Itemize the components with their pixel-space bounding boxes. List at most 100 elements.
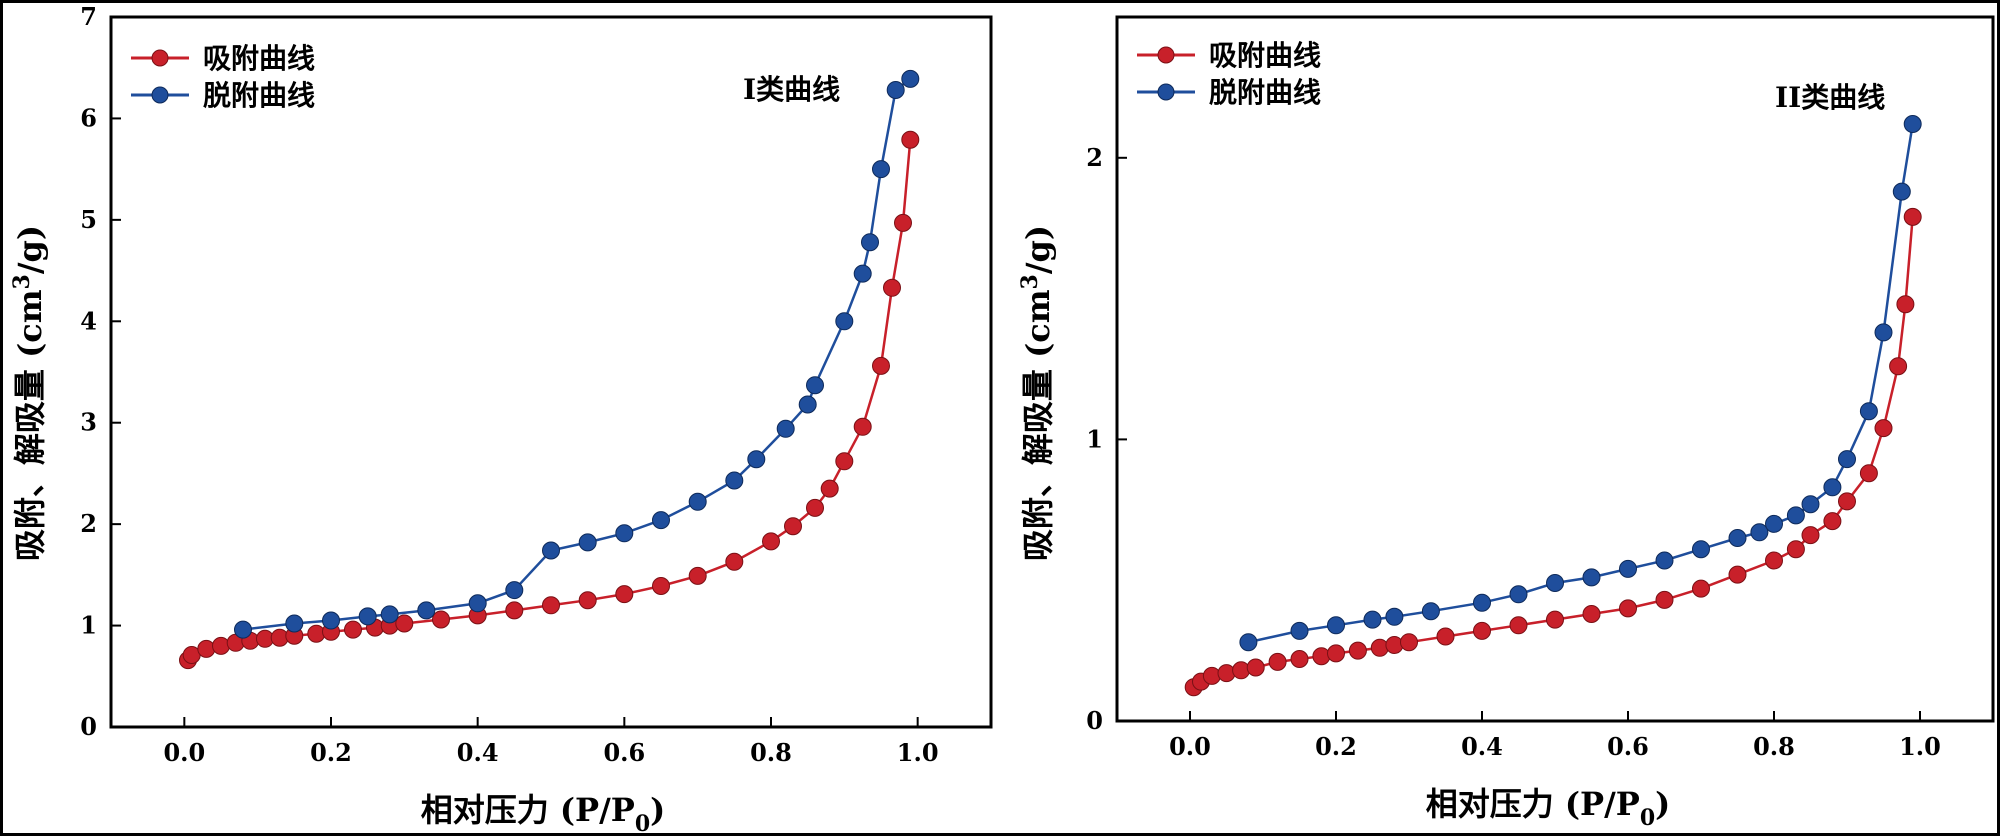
- data-point-desorption: [1239, 633, 1258, 652]
- data-point-desorption: [1655, 551, 1674, 570]
- data-point-adsorption: [1896, 295, 1915, 314]
- x-axis-title-suffix: ): [1655, 785, 1670, 823]
- data-point-adsorption: [1546, 610, 1564, 629]
- data-point-desorption: [505, 581, 524, 600]
- data-point-adsorption: [1232, 661, 1251, 680]
- data-point-adsorption: [578, 591, 597, 610]
- x-tick-label: 0.0: [1169, 732, 1211, 761]
- data-point-adsorption: [1582, 605, 1601, 623]
- data-point-desorption: [1801, 495, 1820, 514]
- x-axis-title: 相对压力 (P/P0): [421, 791, 666, 837]
- curve-type-annotation: I类曲线: [743, 73, 840, 106]
- data-point-desorption: [1363, 610, 1382, 629]
- y-axis-title-text: 吸附、解吸量 (cm3/g): [9, 225, 49, 561]
- figure-svg: 吸附、解吸量 (cm3/g) 相对压力 (P/P0) I类曲线 吸附曲线 脱附曲…: [9, 2, 1995, 837]
- data-point-adsorption: [432, 610, 450, 629]
- data-point-adsorption: [1400, 633, 1418, 652]
- data-point-desorption: [806, 376, 824, 395]
- data-point-desorption: [798, 395, 817, 414]
- legend-label-desorption: 脱附曲线: [203, 79, 315, 112]
- data-point-desorption: [1327, 616, 1345, 635]
- y-tick-label: 0: [80, 712, 97, 741]
- x-axis-title-suffix: ): [650, 791, 665, 829]
- data-point-adsorption: [1889, 357, 1908, 376]
- y-axis-title-main: 吸附、解吸量 (cm: [11, 289, 49, 561]
- legend-label-adsorption: 吸附曲线: [1209, 39, 1321, 72]
- data-point-desorption: [1765, 514, 1783, 533]
- data-point-adsorption: [784, 517, 802, 536]
- data-point-desorption: [1385, 607, 1404, 626]
- data-point-adsorption: [1859, 464, 1878, 483]
- data-point-adsorption: [901, 130, 920, 149]
- data-point-adsorption: [212, 636, 230, 655]
- data-point-desorption: [1473, 593, 1491, 612]
- data-point-adsorption: [1728, 565, 1747, 584]
- data-point-desorption: [688, 492, 707, 511]
- data-point-desorption: [285, 614, 304, 633]
- y-tick-label: 1: [80, 611, 97, 640]
- data-point-adsorption: [1823, 512, 1842, 531]
- data-point-adsorption: [1385, 636, 1404, 654]
- data-point-adsorption: [1655, 590, 1674, 609]
- data-point-desorption: [1786, 506, 1805, 525]
- x-tick-label: 0.8: [750, 738, 792, 767]
- data-point-adsorption: [197, 639, 216, 658]
- legend-label-desorption: 脱附曲线: [1209, 76, 1321, 109]
- data-point-adsorption: [806, 498, 824, 517]
- y-tick-label: 6: [80, 103, 97, 132]
- data-point-desorption: [652, 511, 670, 530]
- legend-marker-adsorption: [1157, 46, 1175, 64]
- data-point-desorption: [1582, 568, 1601, 587]
- data-point-desorption: [1290, 621, 1309, 640]
- data-point-desorption: [901, 69, 920, 88]
- y-axis-title-suffix: /g): [11, 225, 49, 274]
- data-point-adsorption: [542, 596, 560, 615]
- y-tick-label: 1: [1086, 424, 1103, 453]
- y-axis-title-main: 吸附、解吸量 (cm: [1019, 289, 1057, 561]
- legend-marker-desorption: [1157, 83, 1175, 101]
- data-point-desorption: [322, 611, 340, 630]
- data-point-adsorption: [1290, 650, 1309, 668]
- x-axis-title: 相对压力 (P/P0): [1426, 785, 1671, 831]
- data-point-adsorption: [1765, 551, 1783, 570]
- legend: 吸附曲线 脱附曲线: [1137, 39, 1321, 109]
- y-tick-label: 3: [80, 408, 97, 437]
- data-point-desorption: [1903, 115, 1922, 133]
- data-point-adsorption: [853, 417, 872, 436]
- y-axis-title: 吸附、解吸量 (cm3/g): [9, 225, 49, 561]
- data-point-adsorption: [505, 601, 524, 620]
- data-point-desorption: [1892, 182, 1911, 201]
- data-point-desorption: [1838, 450, 1856, 469]
- data-point-adsorption: [1692, 579, 1710, 598]
- chart-panel-type-i: 吸附、解吸量 (cm3/g) 相对压力 (P/P0) I类曲线 吸附曲线 脱附曲…: [9, 2, 993, 837]
- data-point-adsorption: [652, 577, 670, 595]
- y-axis-title-suffix: /g): [1019, 225, 1057, 274]
- legend-marker-adsorption: [151, 49, 169, 67]
- curve-type-annotation: II类曲线: [1775, 81, 1885, 114]
- data-point-desorption: [358, 607, 377, 626]
- x-axis-title-main: 相对压力 (P/P: [1426, 785, 1640, 823]
- data-point-desorption: [1874, 323, 1893, 342]
- data-point-adsorption: [883, 278, 901, 297]
- data-point-adsorption: [835, 452, 854, 471]
- data-point-adsorption: [1874, 419, 1893, 438]
- x-tick-label: 0.2: [310, 738, 352, 767]
- data-point-desorption: [872, 160, 890, 179]
- x-axis-title-text: 相对压力 (P/P0): [1426, 785, 1671, 831]
- x-tick-label: 0.4: [1461, 732, 1503, 761]
- data-point-desorption: [747, 450, 766, 469]
- plot-frame: [109, 15, 993, 729]
- data-point-adsorption: [725, 552, 744, 571]
- data-point-desorption: [578, 533, 597, 552]
- x-axis-title-text: 相对压力 (P/P0): [421, 791, 666, 833]
- data-point-adsorption: [1509, 616, 1528, 635]
- plot-frame: [1115, 15, 1995, 723]
- data-point-desorption: [1509, 585, 1528, 604]
- data-point-adsorption: [1268, 652, 1287, 671]
- x-axis-title-sub: 0: [1640, 805, 1655, 831]
- data-point-desorption: [1692, 540, 1710, 559]
- legend-label-adsorption: 吸附曲线: [203, 42, 315, 75]
- data-point-adsorption: [894, 213, 912, 232]
- data-point-adsorption: [1786, 540, 1805, 559]
